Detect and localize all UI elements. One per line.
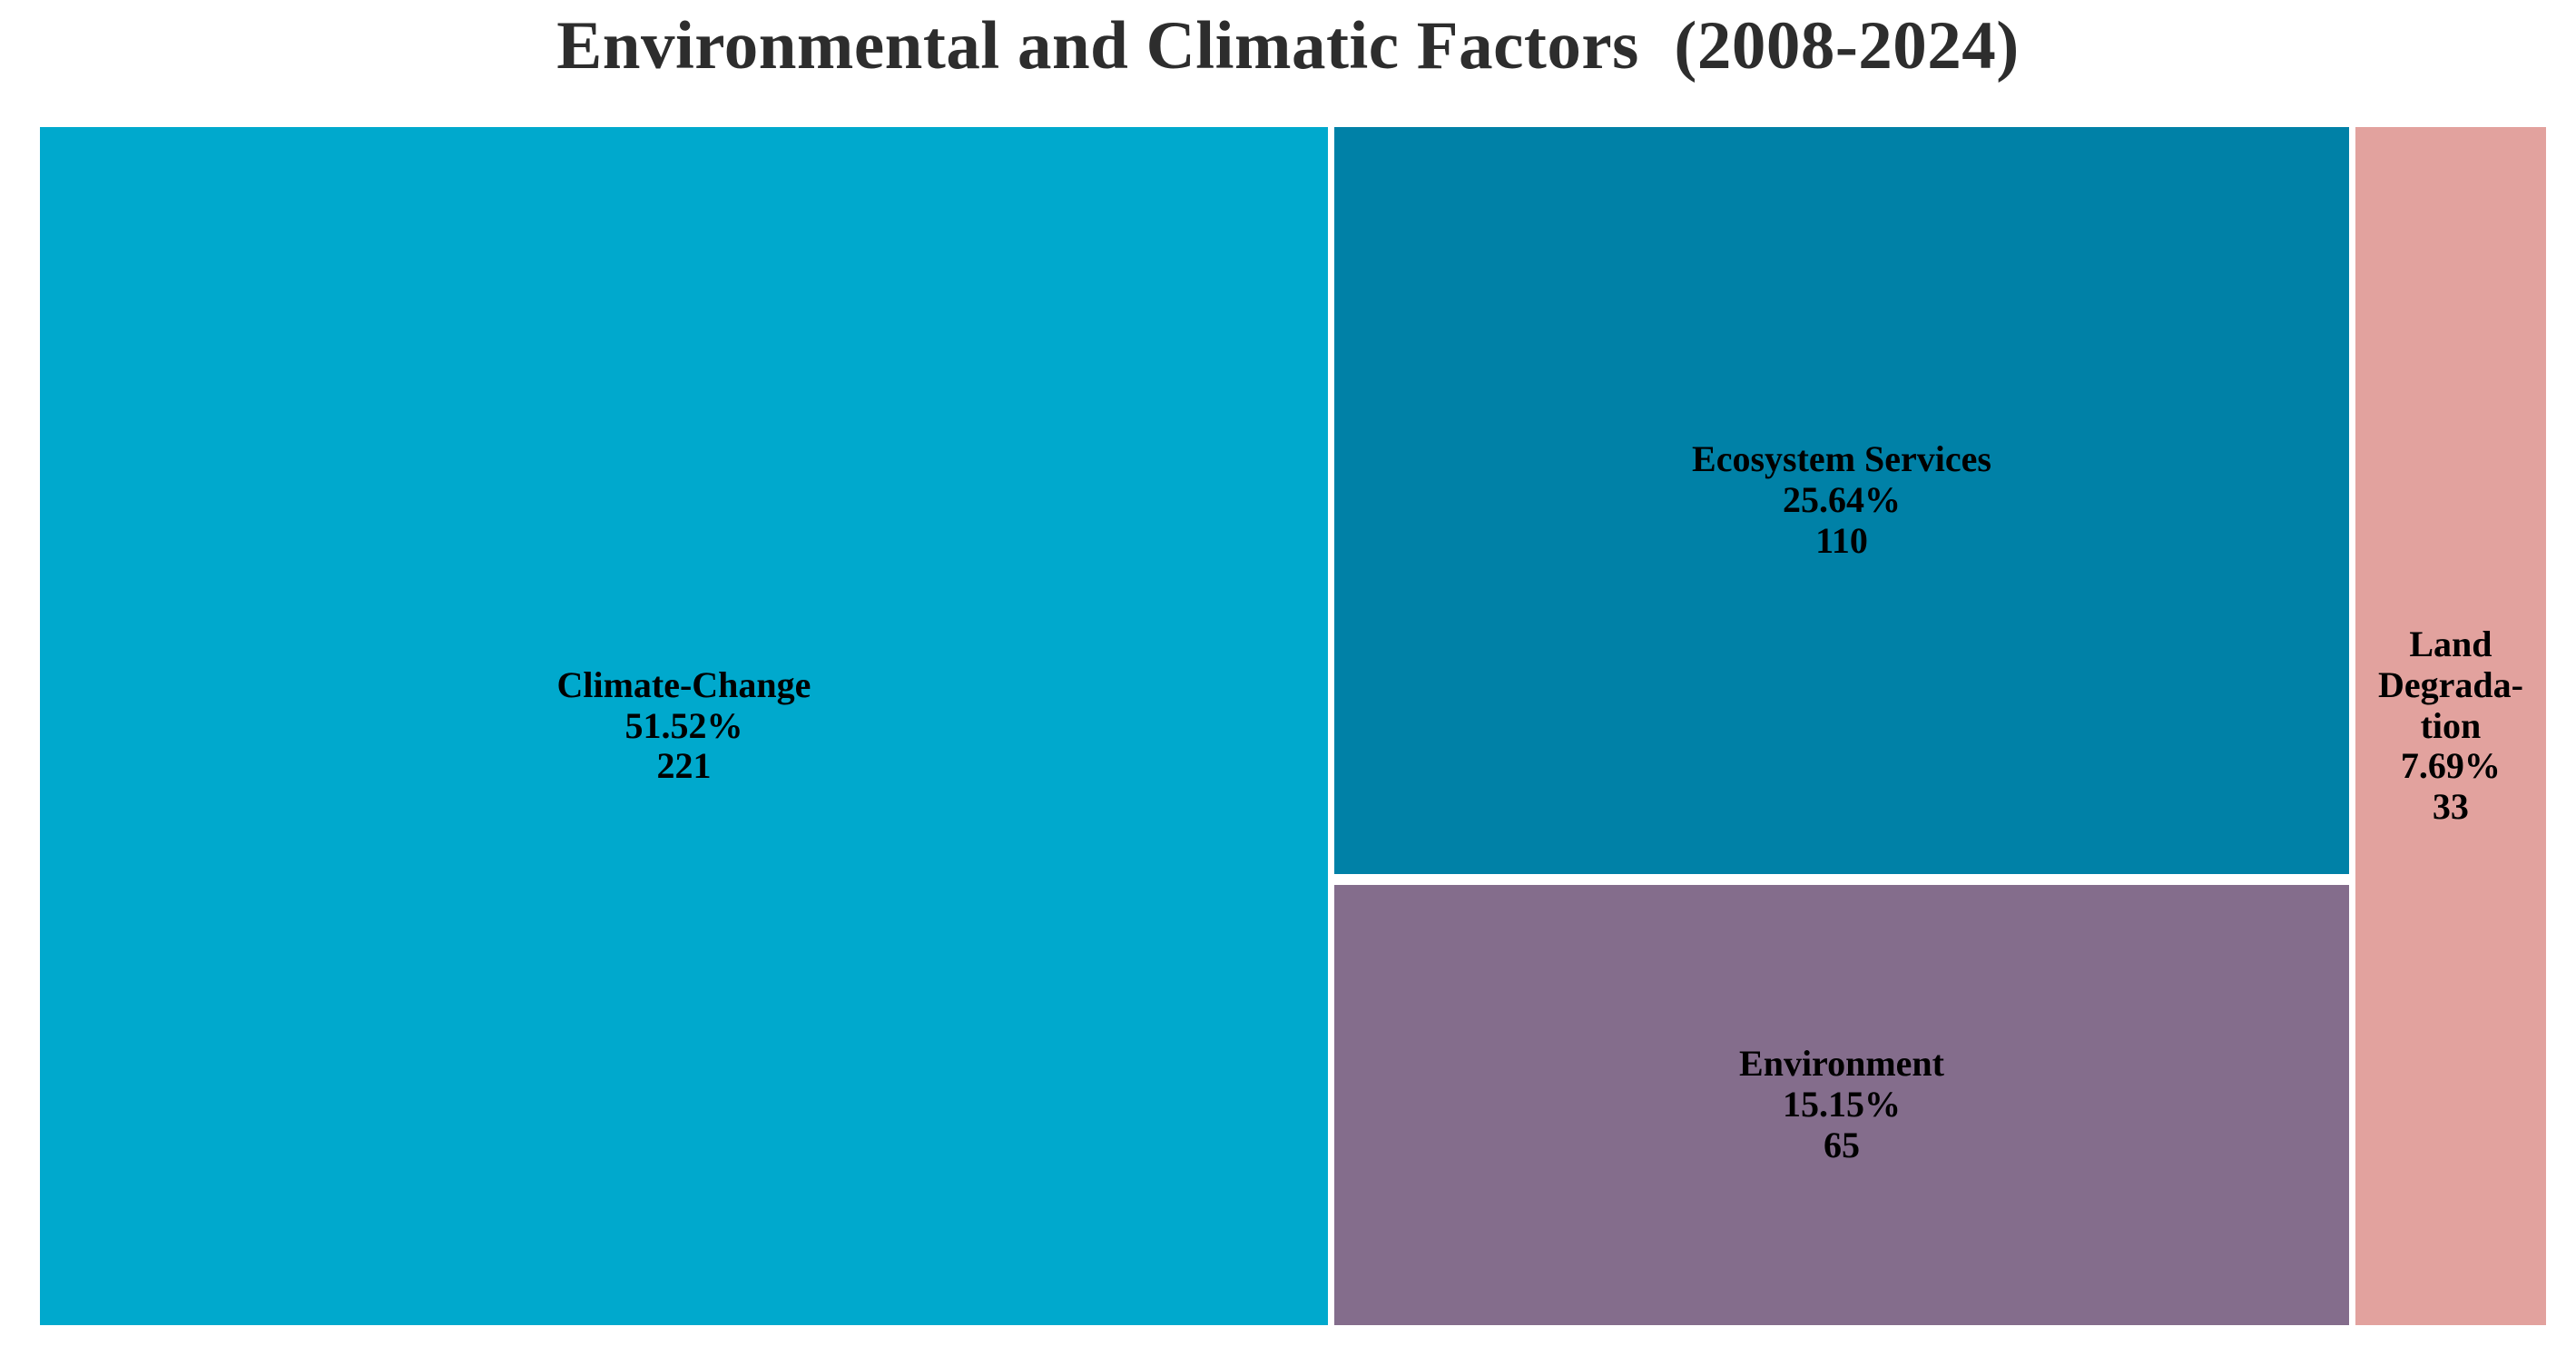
treemap: Climate-Change 51.52% 221 Ecosystem Serv…	[40, 127, 2546, 1325]
treemap-tile-environment: Environment 15.15% 65	[1334, 885, 2349, 1325]
tile-percent: 7.69%	[2400, 745, 2501, 787]
tile-category: Environment	[1739, 1043, 1944, 1085]
treemap-tile-ecosystem-services: Ecosystem Services 25.64% 110	[1334, 127, 2349, 875]
tile-count: 65	[1824, 1124, 1860, 1165]
chart-title: Environmental and Climatic Factors (2008…	[556, 8, 2020, 84]
tile-label: Ecosystem Services 25.64% 110	[1692, 439, 1991, 561]
treemap-tile-climate-change: Climate-Change 51.52% 221	[40, 127, 1328, 1325]
tile-category: Land Degrada- tion	[2377, 624, 2523, 746]
tile-percent: 15.15%	[1783, 1084, 1901, 1125]
treemap-tile-land-degradation: Land Degrada- tion 7.69% 33	[2355, 127, 2546, 1325]
tile-percent: 51.52%	[624, 704, 743, 746]
tile-label: Land Degrada- tion 7.69% 33	[2378, 624, 2523, 828]
tile-count: 110	[1815, 519, 1868, 561]
tile-label: Climate-Change 51.52% 221	[556, 663, 811, 787]
tile-category: Ecosystem Services	[1692, 438, 1991, 480]
tile-label: Environment 15.15% 65	[1739, 1044, 1944, 1165]
tile-category: Climate-Change	[556, 663, 811, 705]
tile-count: 33	[2432, 786, 2469, 828]
tile-count: 221	[656, 745, 712, 787]
tile-percent: 25.64%	[1783, 479, 1901, 521]
